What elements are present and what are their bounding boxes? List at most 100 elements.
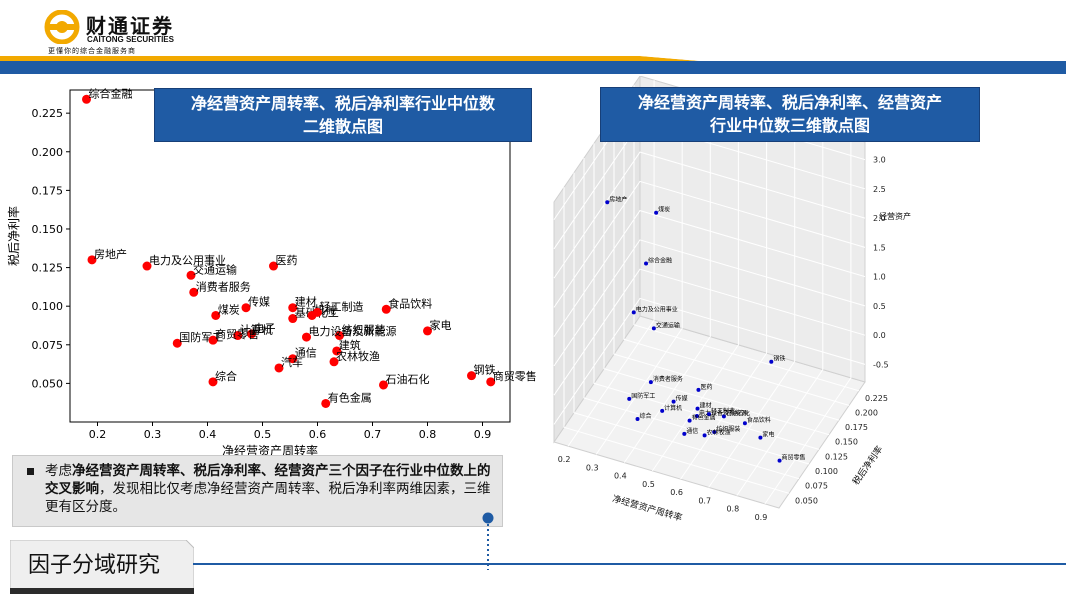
z-grid-4 bbox=[553, 180, 866, 308]
z-tick-label-3d-1: 0.0 bbox=[873, 331, 886, 340]
point-label-3d-8: 国防军工 bbox=[631, 392, 655, 400]
point-label-15: 电力设备及新能源 bbox=[309, 324, 397, 338]
point-label-3d-14: 轻工制造 bbox=[711, 407, 735, 415]
z-grid-2 bbox=[553, 239, 866, 367]
z-grid-3 bbox=[553, 210, 866, 337]
point-marker-3d-1 bbox=[605, 200, 610, 205]
point-label-21: 农林牧渔 bbox=[336, 349, 380, 363]
point-label-3d-12: 电力设备及新能源 bbox=[699, 409, 747, 417]
y-axis-label: 税后净利率 bbox=[6, 206, 21, 266]
y-tick-label-5: 0.175 bbox=[32, 184, 64, 197]
point-marker-3d-13 bbox=[660, 408, 665, 413]
y-grid-2 bbox=[583, 158, 810, 465]
z-grid-0 bbox=[553, 297, 866, 425]
point-label-3d-15: 有色金属 bbox=[692, 414, 716, 422]
point-marker-1 bbox=[87, 255, 97, 265]
note-bold-text: 净经营资产周转率、税后净利率、经营资产三个因子在行业中位数上的交叉影响 bbox=[45, 463, 491, 497]
point-marker-2 bbox=[142, 261, 152, 271]
chart3d-title-line2: 行业中位数三维散点图 bbox=[709, 116, 870, 135]
x-tick-label-7: 0.9 bbox=[474, 428, 492, 441]
point-marker-28 bbox=[321, 398, 331, 408]
point-label-7: 煤炭 bbox=[218, 303, 240, 316]
z-tick-label-3d-6: 2.5 bbox=[873, 185, 886, 194]
point-marker-25 bbox=[379, 380, 388, 390]
point-label-3d-20: 农林牧渔 bbox=[707, 428, 731, 436]
header-band-gold-stripe bbox=[0, 56, 700, 61]
y-tick-label-1: 0.075 bbox=[32, 339, 64, 352]
point-label-3d-1: 房地产 bbox=[609, 195, 627, 203]
footer-tab-shape bbox=[10, 540, 194, 594]
z-grid-5 bbox=[553, 151, 866, 279]
point-marker-3d-3 bbox=[651, 326, 656, 331]
z-tick-label-3d-7: 3.0 bbox=[873, 156, 886, 165]
point-label-28: 有色金属 bbox=[328, 390, 372, 404]
chart2d-title-line2: 二维散点图 bbox=[302, 117, 383, 136]
point-label-6: 传媒 bbox=[248, 296, 270, 309]
y-tick-label-2: 0.100 bbox=[32, 300, 64, 313]
chart3d-title-box: 净经营资产周转率、税后净利率、经营资产 行业中位数三维散点图 bbox=[600, 87, 980, 142]
conclusion-note: 考虑净经营资产周转率、税后净利率、经营资产三个因子在行业中位数上的交叉影响，发现… bbox=[12, 455, 503, 527]
point-marker-3d-2 bbox=[769, 359, 774, 364]
point-marker-3d-22 bbox=[777, 458, 782, 463]
point-label-1: 房地产 bbox=[94, 247, 127, 261]
point-label-3d-18: 综合 bbox=[640, 412, 652, 420]
point-marker-15 bbox=[302, 332, 311, 342]
x-tick-label-3d-6: 0.8 bbox=[726, 505, 739, 514]
y-grid-5 bbox=[613, 114, 840, 421]
point-label-3d-5: 电力及公用事业 bbox=[636, 305, 678, 313]
x-tick-label-0: 0.2 bbox=[89, 428, 107, 441]
brand-emblem-icon bbox=[44, 10, 80, 44]
header-band-white-notch bbox=[640, 56, 1066, 61]
point-label-3: 交通运输 bbox=[193, 262, 237, 276]
point-marker-7 bbox=[211, 310, 221, 320]
point-label-3d-2: 钢铁 bbox=[773, 355, 785, 363]
point-marker-19 bbox=[208, 335, 218, 345]
point-label-3d-22: 商贸零售 bbox=[782, 454, 806, 462]
point-label-3d-10: 传媒 bbox=[676, 395, 688, 403]
point-label-3d-4: 综合金融 bbox=[648, 256, 672, 264]
point-label-3d-9: 消费者服务 bbox=[653, 375, 683, 383]
brand-slogan: 更懂你的综合金融服务商 bbox=[48, 47, 136, 55]
point-marker-18 bbox=[172, 338, 182, 348]
point-label-3d-13: 计算机 bbox=[664, 404, 682, 412]
point-label-22: 通信 bbox=[295, 347, 317, 360]
connector-knob bbox=[482, 512, 494, 524]
x-grid-5 bbox=[708, 121, 796, 488]
point-marker-3d-12 bbox=[694, 413, 699, 418]
x-grid-4 bbox=[680, 113, 768, 480]
y-tick-label-7: 0.225 bbox=[32, 107, 64, 120]
point-marker-3d-9 bbox=[648, 380, 653, 385]
point-marker-9 bbox=[288, 314, 298, 324]
point-marker-0 bbox=[82, 94, 91, 104]
footer-rule bbox=[193, 563, 1066, 565]
header-band bbox=[0, 56, 1066, 74]
point-marker-22 bbox=[288, 354, 298, 364]
x-tick-label-4: 0.6 bbox=[309, 428, 327, 441]
point-label-0: 综合金融 bbox=[89, 86, 133, 100]
x-tick-label-3d-7: 0.9 bbox=[755, 513, 768, 522]
point-label-3d-17: 纺织服装 bbox=[716, 425, 740, 433]
point-marker-13 bbox=[423, 326, 432, 336]
point-label-3d-7: 医药 bbox=[700, 383, 712, 391]
point-marker-5 bbox=[269, 261, 278, 271]
y-tick-label-0: 0.050 bbox=[32, 377, 64, 390]
x-axis-label-3d: 净经营资产周转率 bbox=[611, 492, 684, 523]
chart2d-title-line1: 净经营资产周转率、税后净利率行业中位数 bbox=[190, 94, 495, 113]
point-marker-3d-0 bbox=[654, 210, 659, 215]
point-marker-3d-20 bbox=[702, 433, 707, 438]
point-marker-3d-15 bbox=[687, 418, 692, 423]
point-label-12: 食品饮料 bbox=[388, 296, 432, 310]
x-tick-label-5: 0.7 bbox=[364, 428, 382, 441]
point-marker-12 bbox=[381, 304, 391, 314]
point-marker-3d-6 bbox=[721, 414, 726, 419]
y-tick-label-4: 0.150 bbox=[32, 223, 64, 236]
z-grid-1 bbox=[553, 268, 866, 396]
header-band-blue bbox=[0, 61, 1066, 74]
x-tick-label-3d-2: 0.4 bbox=[614, 472, 627, 481]
point-label-2: 电力及公用事业 bbox=[149, 254, 226, 267]
x-tick-label-2: 0.4 bbox=[199, 428, 217, 441]
point-marker-3d-4 bbox=[644, 261, 649, 266]
x-grid-6 bbox=[736, 129, 824, 496]
x-axis-label: 净经营资产周转率 bbox=[222, 443, 318, 456]
